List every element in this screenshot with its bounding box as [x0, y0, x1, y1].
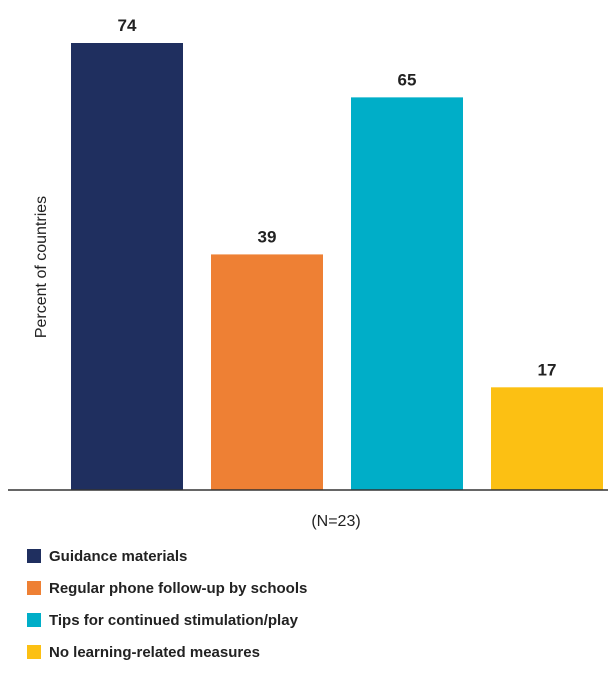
legend-item-no-learning-measures: No learning-related measures — [27, 641, 307, 663]
legend-label: Tips for continued stimulation/play — [49, 611, 298, 629]
y-axis-label: Percent of countries — [33, 196, 50, 338]
bar-chart: 74 39 65 17 Percent of countries (N=23) — [8, 16, 608, 530]
value-label-guidance-materials: 74 — [118, 16, 137, 35]
legend-label: No learning-related measures — [49, 643, 260, 661]
bar-phone-follow-up — [211, 254, 323, 490]
legend: Guidance materials Regular phone follow-… — [27, 545, 307, 673]
bar-guidance-materials — [71, 43, 183, 490]
bar-group — [71, 43, 603, 490]
legend-swatch — [27, 613, 41, 627]
value-label-no-learning-measures: 17 — [538, 360, 557, 379]
value-label-phone-follow-up: 39 — [258, 227, 277, 246]
value-label-group: 74 39 65 17 — [118, 16, 557, 379]
legend-label: Regular phone follow-up by schools — [49, 579, 308, 597]
legend-swatch — [27, 645, 41, 659]
legend-item-stimulation-tips: Tips for continued stimulation/play — [27, 609, 307, 631]
bar-stimulation-tips — [351, 97, 463, 490]
x-axis-label: (N=23) — [311, 513, 360, 530]
legend-item-phone-follow-up: Regular phone follow-up by schools — [27, 577, 307, 599]
value-label-stimulation-tips: 65 — [398, 70, 417, 89]
legend-swatch — [27, 549, 41, 563]
legend-label: Guidance materials — [49, 547, 188, 565]
bar-no-learning-measures — [491, 387, 603, 490]
legend-swatch — [27, 581, 41, 595]
legend-item-guidance-materials: Guidance materials — [27, 545, 307, 567]
